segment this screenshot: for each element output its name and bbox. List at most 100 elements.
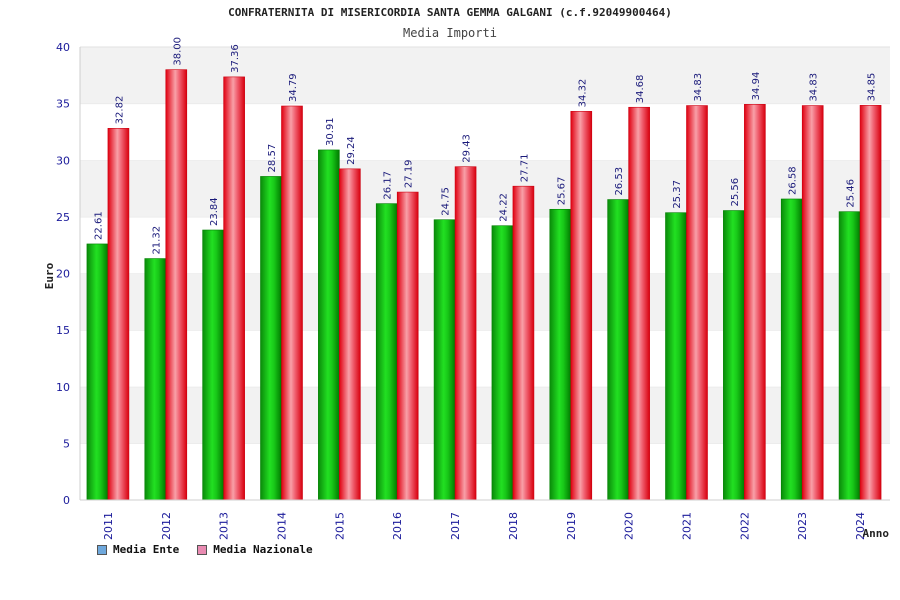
legend: Media Ente Media Nazionale [97,543,313,556]
x-tick-label: 2020 [623,512,636,540]
data-label: 25.67 [556,177,567,206]
x-tick-label: 2019 [565,512,578,540]
x-tick-label: 2014 [276,512,289,540]
data-label: 34.83 [693,73,704,102]
bar-media-nazionale-2018 [512,185,535,501]
data-label: 34.94 [751,72,762,101]
bar-media-nazionale-2022 [744,104,766,501]
x-axis-title: Anno [863,527,890,540]
data-label: 29.43 [462,134,473,163]
grid-band [80,443,890,500]
data-label: 38.00 [172,37,183,66]
bar-media-ente-2024 [838,211,861,501]
grid-band [80,160,890,217]
legend-item-media-ente: Media Ente [97,543,179,556]
data-label: 24.22 [498,193,509,222]
bar-media-nazionale-2012 [165,69,188,501]
bar-media-nazionale-2020 [628,106,650,501]
bars-group [86,69,882,501]
y-tick-label: 15 [56,324,70,337]
data-label: 30.91 [325,117,336,146]
data-label: 22.61 [93,211,104,240]
x-tick-label: 2011 [102,512,115,540]
bar-media-ente-2016 [375,203,398,501]
bar-media-ente-2013 [202,229,224,501]
bar-media-nazionale-2019 [570,111,593,501]
bar-media-ente-2019 [549,208,572,501]
bar-media-ente-2018 [491,225,514,501]
bar-media-nazionale-2016 [396,191,419,501]
data-label: 26.58 [788,166,799,195]
x-tick-label: 2018 [507,512,520,540]
bar-media-ente-2023 [780,198,803,501]
y-tick-label: 20 [56,268,70,281]
bar-media-nazionale-2017 [454,166,477,501]
x-tick-label: 2016 [391,512,404,540]
y-tick-label: 10 [56,381,70,394]
bar-media-nazionale-2021 [686,105,708,501]
grid-band [80,330,890,387]
grid-band [80,386,890,444]
x-tick-label: 2024 [854,512,867,540]
data-label: 25.46 [846,179,857,208]
legend-item-media-nazionale: Media Nazionale [197,543,313,556]
y-tick-label: 0 [63,494,70,507]
data-label: 25.37 [672,180,683,209]
legend-swatch-media-nazionale [197,544,208,555]
x-tick-label: 2021 [681,512,694,540]
data-label: 24.75 [441,187,452,216]
x-tick-label: 2015 [333,512,346,540]
data-label: 21.32 [151,226,162,255]
data-label: 25.56 [730,178,741,207]
data-label: 27.19 [404,159,415,188]
bar-media-nazionale-2015 [339,168,361,501]
grid-bands [80,46,890,500]
legend-label-media-ente: Media Ente [113,543,180,556]
bar-media-nazionale-2023 [801,105,824,501]
bar-media-ente-2017 [433,219,456,501]
data-label: 32.82 [114,96,125,125]
bar-media-ente-2021 [665,212,687,501]
bar-media-ente-2011 [86,243,109,501]
data-label: 34.79 [288,73,299,102]
x-tick-label: 2012 [160,512,173,540]
data-label: 34.32 [577,79,588,108]
y-tick-label: 35 [56,98,70,111]
x-tick-label: 2017 [449,512,462,540]
data-label: 34.85 [867,73,878,102]
grid-band [80,216,890,274]
data-label: 37.36 [230,44,241,73]
y-tick-label: 40 [56,41,70,54]
y-tick-label: 5 [63,437,70,450]
y-tick-label: 25 [56,211,70,224]
data-label: 29.24 [346,136,357,165]
x-tick-label: 2013 [218,512,231,540]
data-label: 34.83 [809,73,820,102]
data-label: 34.68 [635,75,646,104]
grid-band [80,103,890,161]
data-label: 28.57 [267,144,278,173]
bar-media-ente-2012 [144,258,167,501]
data-label: 23.84 [209,197,220,226]
y-tick-label: 30 [56,154,70,167]
data-label: 27.71 [519,154,530,183]
grid-band [80,47,890,104]
bar-media-nazionale-2014 [281,105,303,501]
legend-swatch-media-ente [97,544,107,555]
data-label: 26.17 [383,171,394,200]
bar-media-ente-2014 [260,176,282,501]
x-tick-label: 2023 [796,512,809,540]
bar-media-nazionale-2011 [107,128,130,501]
axes-group [79,47,890,501]
bar-media-ente-2015 [318,149,340,501]
legend-label-media-nazionale: Media Nazionale [213,543,313,556]
chart-subtitle: Media Importi [403,26,497,40]
labels-group: 22.61 21.32 23.84 28.57 30.91 26.17 24.75 24.22… [43,37,889,540]
y-axis-title: Euro [43,262,56,289]
bar-media-nazionale-2013 [223,76,245,501]
bar-media-ente-2020 [607,199,629,501]
bar-media-nazionale-2024 [859,105,882,501]
chart-title: CONFRATERNITA DI MISERICORDIA SANTA GEMM… [228,6,672,19]
bar-media-ente-2022 [723,210,745,501]
